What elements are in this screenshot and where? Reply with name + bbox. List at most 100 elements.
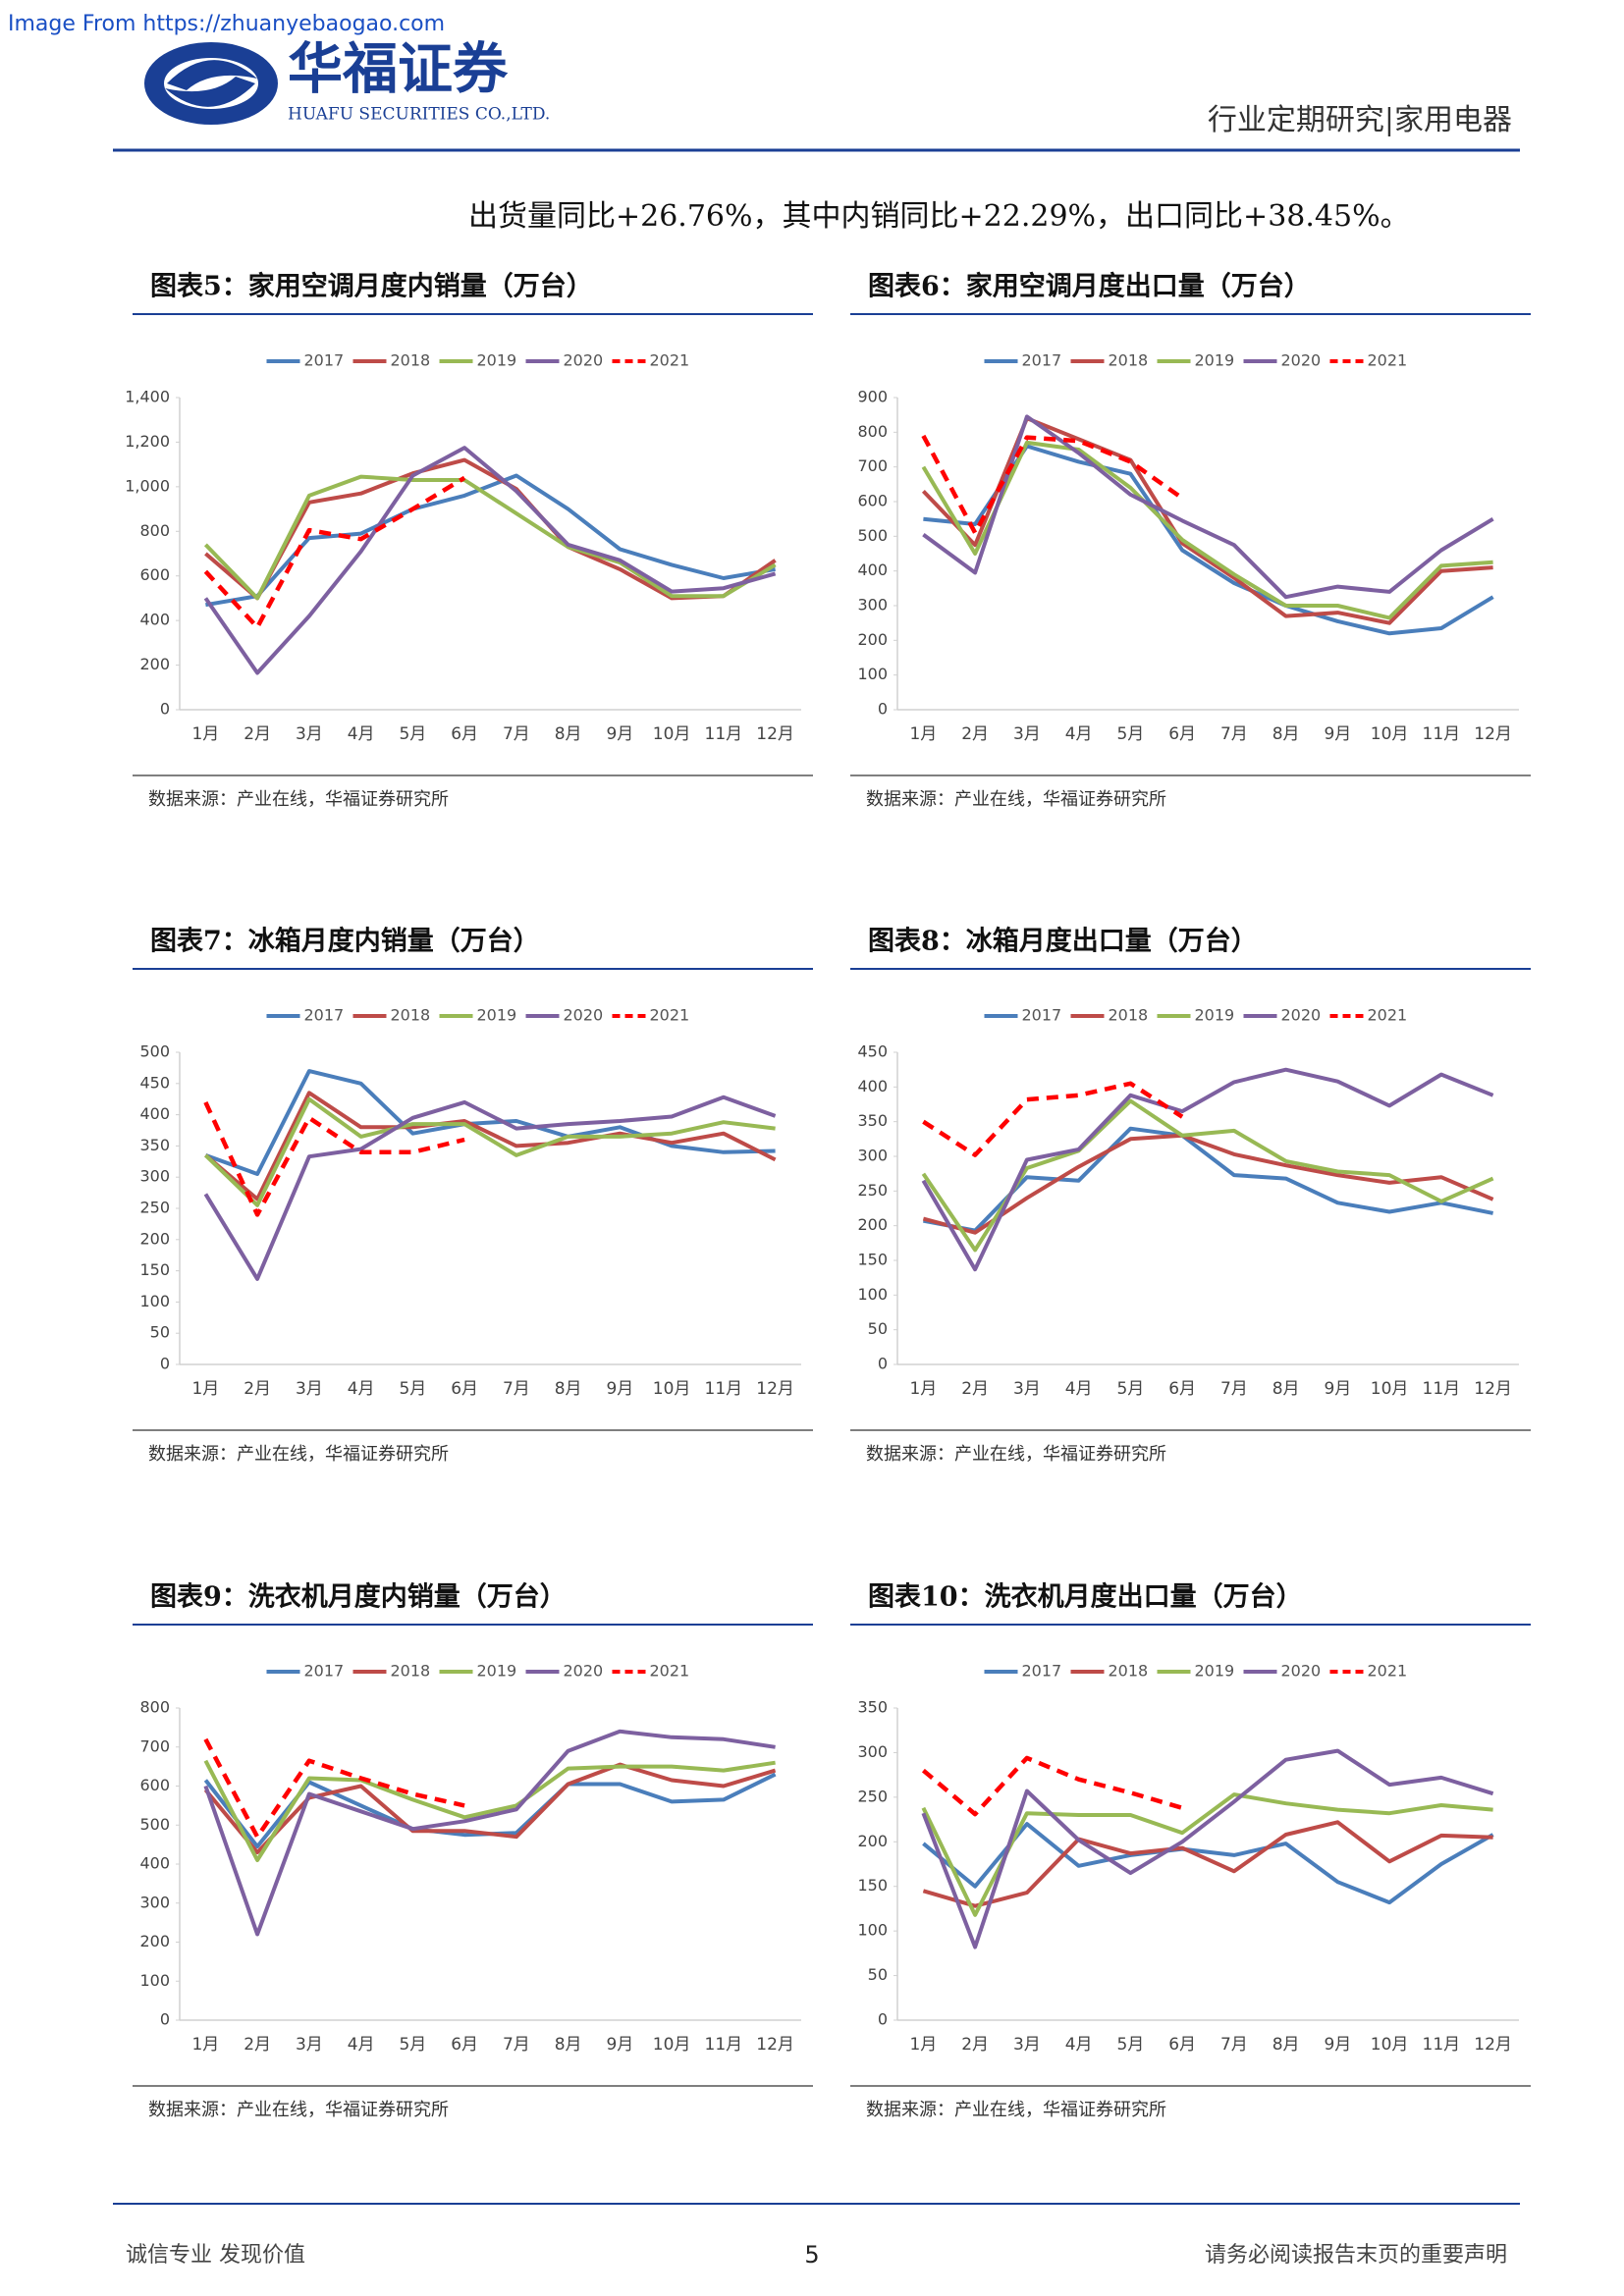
company-name-en: HUAFU SECURITIES CO.,LTD.: [288, 105, 550, 125]
legend-label: 2017: [304, 351, 345, 370]
x-tick-label: 8月: [1272, 1379, 1300, 1399]
y-tick-label: 700: [857, 456, 888, 475]
x-tick-label: 4月: [348, 724, 375, 744]
y-tick-label: 100: [139, 1292, 170, 1310]
legend-label: 2020: [564, 351, 604, 370]
x-tick-label: 7月: [503, 1379, 530, 1399]
series-line: [922, 1820, 1493, 1908]
series-line: [203, 1729, 776, 1937]
y-tick-label: 350: [857, 1698, 888, 1717]
series-line: [922, 1133, 1494, 1235]
series-line: [204, 1091, 777, 1201]
x-tick-label: 1月: [909, 1379, 937, 1399]
y-tick-label: 200: [139, 1932, 170, 1950]
legend-label: 2019: [477, 1006, 517, 1025]
x-tick-label: 4月: [1065, 1379, 1093, 1399]
legend-label: 2020: [1281, 1006, 1322, 1025]
x-tick-label: 8月: [555, 724, 582, 744]
watermark: Image From https://zhuanyebaogao.com: [8, 12, 445, 36]
y-tick-label: 200: [857, 630, 888, 649]
x-tick-label: 8月: [555, 1379, 582, 1399]
x-tick-label: 9月: [1324, 2035, 1351, 2055]
chart-title: 图表8：冰箱月度出口量（万台）: [868, 926, 1258, 957]
chart-title: 图表10：洗衣机月度出口量（万台）: [868, 1581, 1303, 1613]
y-tick-label: 400: [139, 1104, 170, 1123]
x-tick-label: 10月: [1371, 724, 1409, 744]
chart-source: 数据来源：产业在线，华福证券研究所: [148, 2100, 449, 2120]
y-tick-label: 1,000: [125, 476, 170, 495]
legend-label: 2018: [1109, 1662, 1149, 1681]
series-line: [921, 1067, 1494, 1272]
legend-label: 2017: [1022, 1662, 1062, 1681]
x-tick-label: 3月: [1013, 1379, 1041, 1399]
x-tick-label: 1月: [191, 724, 219, 744]
y-tick-label: 150: [857, 1251, 888, 1269]
x-tick-label: 2月: [961, 1379, 989, 1399]
x-tick-label: 11月: [705, 1379, 743, 1399]
legend-label: 2019: [1195, 351, 1235, 370]
y-tick-label: 250: [139, 1199, 170, 1217]
y-tick-label: 100: [857, 665, 888, 683]
x-tick-label: 12月: [1474, 1379, 1512, 1399]
x-tick-label: 11月: [1423, 1379, 1461, 1399]
x-tick-label: 10月: [653, 1379, 691, 1399]
y-tick-label: 300: [139, 1167, 170, 1186]
x-tick-label: 4月: [1065, 2035, 1093, 2055]
legend-label: 2020: [1281, 1662, 1322, 1681]
x-tick-label: 2月: [961, 2035, 989, 2055]
series-line: [203, 1100, 465, 1217]
y-tick-label: 500: [139, 1815, 170, 1834]
x-tick-label: 11月: [1423, 2035, 1461, 2055]
series-line: [923, 1126, 1493, 1233]
legend-label: 2021: [1368, 351, 1408, 370]
x-tick-label: 1月: [191, 2035, 219, 2055]
legend-label: 2017: [1022, 1006, 1062, 1025]
x-tick-label: 6月: [1168, 724, 1196, 744]
x-tick-label: 8月: [555, 2035, 582, 2055]
series-line: [204, 1069, 776, 1176]
series-line: [922, 414, 1494, 600]
y-tick-label: 0: [160, 700, 170, 719]
x-tick-label: 10月: [1371, 2035, 1409, 2055]
y-tick-label: 350: [857, 1111, 888, 1130]
legend-label: 2017: [1022, 351, 1062, 370]
y-tick-label: 300: [139, 1893, 170, 1911]
x-tick-label: 10月: [1371, 1379, 1409, 1399]
y-tick-label: 50: [868, 1965, 888, 1984]
series-line: [203, 1095, 777, 1281]
x-tick-label: 5月: [1116, 724, 1144, 744]
y-tick-label: 600: [857, 492, 888, 510]
x-tick-label: 11月: [705, 724, 743, 744]
x-tick-label: 10月: [653, 724, 691, 744]
legend-label: 2018: [391, 1662, 431, 1681]
legend-label: 2018: [391, 1006, 431, 1025]
x-tick-label: 4月: [348, 1379, 375, 1399]
y-tick-label: 300: [857, 1742, 888, 1761]
legend-label: 2018: [391, 351, 431, 370]
series-line: [203, 474, 777, 601]
y-tick-label: 100: [139, 1971, 170, 1990]
chart-source: 数据来源：产业在线，华福证券研究所: [866, 789, 1166, 810]
logo: [144, 42, 278, 125]
x-tick-label: 3月: [296, 2035, 323, 2055]
x-tick-label: 6月: [1168, 1379, 1196, 1399]
x-tick-label: 4月: [348, 2035, 375, 2055]
x-tick-label: 7月: [503, 2035, 530, 2055]
footer-left: 诚信专业 发现价值: [126, 2243, 305, 2268]
y-tick-label: 200: [857, 1215, 888, 1234]
legend-label: 2017: [304, 1662, 345, 1681]
x-tick-label: 11月: [705, 2035, 743, 2055]
series-line: [921, 1748, 1494, 1949]
x-tick-label: 4月: [1065, 724, 1093, 744]
legend-label: 2020: [564, 1662, 604, 1681]
x-tick-label: 3月: [1013, 2035, 1041, 2055]
legend-label: 2021: [1368, 1662, 1408, 1681]
y-tick-label: 250: [857, 1787, 888, 1805]
legend-label: 2019: [1195, 1006, 1235, 1025]
x-tick-label: 9月: [606, 2035, 633, 2055]
x-tick-label: 5月: [1116, 1379, 1144, 1399]
x-tick-label: 5月: [399, 1379, 426, 1399]
series-line: [921, 1755, 1183, 1817]
x-tick-label: 6月: [1168, 2035, 1196, 2055]
x-tick-label: 12月: [1474, 724, 1512, 744]
